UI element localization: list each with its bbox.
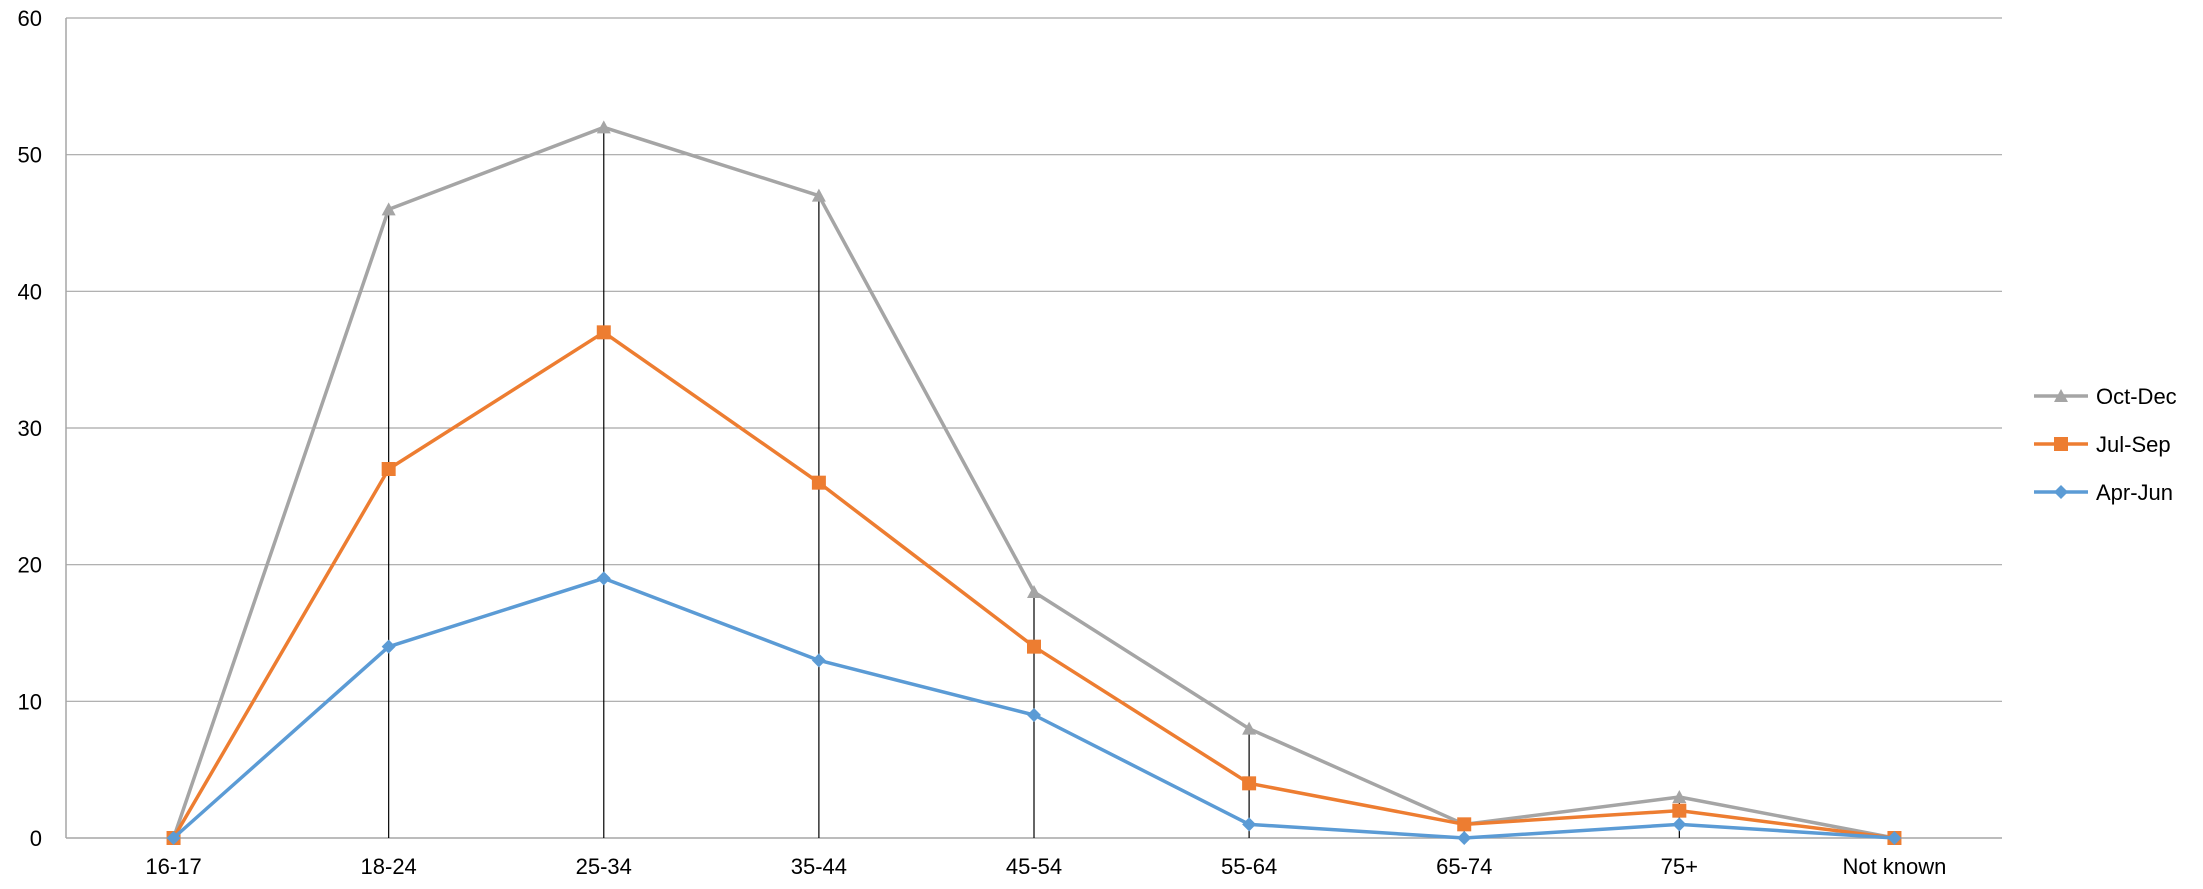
series-apr-jun <box>166 571 1902 845</box>
y-tick-label: 50 <box>18 143 42 168</box>
high-low-lines <box>388 127 1680 838</box>
y-tick-label: 0 <box>30 826 42 851</box>
data-point <box>381 639 396 654</box>
data-point <box>1672 790 1687 803</box>
x-tick-label: 45-54 <box>1006 854 1062 879</box>
x-tick-label: 16-17 <box>145 854 201 879</box>
data-point <box>1027 708 1041 722</box>
data-point <box>596 325 611 340</box>
data-point <box>596 120 611 134</box>
y-tick-label: 20 <box>18 553 42 578</box>
x-tick-label: 35-44 <box>791 854 847 879</box>
axes: 0 10 20 30 40 50 60 16-17 18-24 25-34 35-44 45-54 55… <box>18 6 2002 879</box>
data-point <box>1242 721 1257 735</box>
data-point <box>1242 817 1257 832</box>
legend-item: Oct-Dec <box>2034 384 2177 409</box>
data-point <box>1457 831 1472 845</box>
x-tick-label: Not known <box>1842 854 1946 879</box>
data-point <box>811 653 826 668</box>
legend: Oct-Dec Jul-Sep Apr-Jun <box>2034 384 2177 505</box>
x-tick-label: 18-24 <box>361 854 417 879</box>
data-point <box>1672 817 1687 832</box>
y-tick-label: 30 <box>18 416 42 441</box>
data-point <box>381 202 396 216</box>
legend-marker <box>2054 437 2068 451</box>
data-point <box>1027 639 1041 654</box>
data-point <box>166 831 181 845</box>
x-tick-label: 65-74 <box>1436 854 1492 879</box>
data-point <box>811 475 826 490</box>
x-tick-label: 55-64 <box>1221 854 1277 879</box>
data-point <box>1672 803 1687 818</box>
legend-label: Oct-Dec <box>2096 384 2177 409</box>
legend-item: Apr-Jun <box>2034 480 2173 505</box>
x-tick-label: 25-34 <box>576 854 632 879</box>
y-tick-label: 40 <box>18 279 42 304</box>
data-point <box>596 571 611 586</box>
data-point <box>1887 831 1902 845</box>
y-tick-label: 60 <box>18 6 42 31</box>
x-tick-label: 75+ <box>1661 854 1698 879</box>
data-point <box>1457 817 1472 832</box>
legend-marker <box>2054 485 2068 499</box>
legend-label: Jul-Sep <box>2096 432 2171 457</box>
legend-marker <box>2054 389 2068 402</box>
legend-label: Apr-Jun <box>2096 480 2173 505</box>
legend-item: Jul-Sep <box>2034 432 2171 457</box>
series <box>166 120 1902 845</box>
data-point <box>381 462 396 476</box>
data-point <box>1027 585 1041 598</box>
y-tick-label: 10 <box>18 689 42 714</box>
data-point <box>811 188 826 202</box>
data-point <box>1242 776 1257 791</box>
